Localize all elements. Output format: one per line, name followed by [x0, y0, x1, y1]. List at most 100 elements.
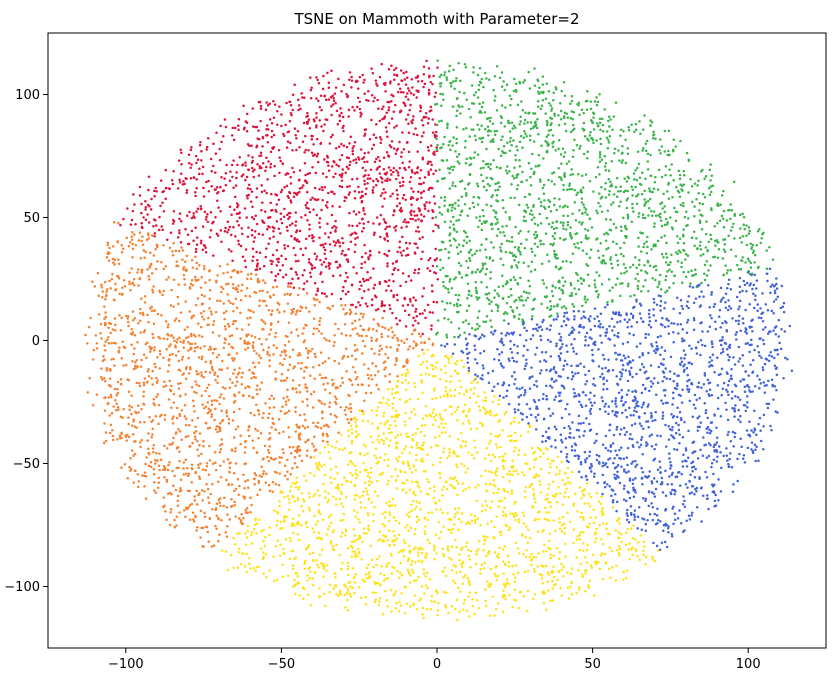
scatter-point — [594, 175, 598, 179]
scatter-point — [518, 313, 521, 316]
scatter-point — [750, 343, 753, 347]
scatter-point — [519, 115, 522, 118]
scatter-point — [649, 325, 653, 329]
scatter-point — [748, 350, 751, 354]
scatter-point — [190, 163, 193, 166]
scatter-point — [563, 387, 566, 390]
scatter-point — [769, 291, 772, 295]
scatter-point — [771, 384, 774, 388]
scatter-point — [783, 330, 787, 333]
scatter-point — [514, 126, 517, 130]
scatter-point — [442, 143, 445, 146]
scatter-point — [467, 107, 471, 111]
scatter-point — [421, 312, 424, 315]
scatter-point — [699, 240, 702, 244]
scatter-point — [685, 321, 689, 324]
scatter-point — [295, 229, 299, 232]
scatter-point — [362, 156, 366, 159]
scatter-point — [609, 218, 612, 222]
scatter-point — [661, 414, 665, 418]
scatter-point — [579, 324, 582, 327]
scatter-point — [753, 273, 757, 277]
scatter-point — [479, 167, 483, 170]
scatter-point — [287, 211, 291, 215]
scatter-point — [606, 209, 610, 212]
scatter-point — [676, 189, 680, 193]
scatter-point — [739, 227, 742, 230]
scatter-point — [679, 522, 683, 525]
scatter-point — [358, 470, 362, 474]
scatter-point — [593, 472, 596, 475]
scatter-point — [532, 140, 536, 143]
scatter-point — [392, 170, 395, 174]
scatter-point — [672, 522, 675, 526]
scatter-point — [392, 295, 395, 299]
scatter-point — [719, 372, 722, 376]
scatter-point — [644, 475, 647, 478]
scatter-point — [305, 201, 309, 204]
scatter-point — [517, 606, 521, 610]
scatter-point — [584, 173, 588, 176]
scatter-point — [522, 136, 526, 140]
scatter-point — [328, 243, 332, 246]
scatter-point — [595, 139, 598, 142]
scatter-point — [726, 353, 730, 357]
scatter-point — [554, 395, 558, 398]
scatter-point — [399, 185, 402, 188]
scatter-point — [315, 293, 318, 296]
scatter-point — [523, 393, 526, 397]
scatter-point — [400, 254, 404, 257]
scatter-point — [334, 101, 337, 105]
scatter-point — [746, 383, 749, 387]
scatter-point — [634, 256, 637, 259]
scatter-point — [329, 262, 332, 265]
scatter-point — [421, 236, 424, 239]
scatter-point — [516, 266, 519, 269]
scatter-point — [589, 467, 592, 470]
scatter-point — [631, 390, 634, 393]
scatter-point — [538, 212, 541, 216]
scatter-point — [551, 599, 554, 602]
scatter-point — [646, 442, 649, 446]
scatter-point — [617, 335, 620, 339]
scatter-point — [760, 356, 763, 360]
scatter-point — [732, 222, 735, 225]
scatter-point — [553, 112, 556, 116]
scatter-point — [472, 195, 475, 199]
scatter-point — [454, 201, 457, 205]
scatter-point — [306, 218, 309, 222]
scatter-point — [703, 263, 707, 267]
scatter-point — [309, 76, 312, 79]
scatter-point — [412, 296, 415, 299]
scatter-point — [574, 271, 578, 275]
scatter-point — [523, 122, 526, 125]
scatter-point — [672, 307, 675, 311]
scatter-point — [395, 260, 398, 264]
scatter-point — [559, 101, 562, 105]
scatter-point — [609, 118, 612, 121]
scatter-point — [302, 509, 305, 513]
scatter-point — [408, 89, 411, 92]
scatter-point — [443, 135, 446, 139]
scatter-point — [626, 217, 630, 220]
scatter-point — [584, 404, 588, 408]
scatter-point — [390, 610, 393, 613]
scatter-point — [731, 225, 734, 229]
scatter-point — [592, 116, 595, 119]
scatter-point — [742, 216, 746, 219]
scatter-point — [591, 353, 594, 357]
scatter-point — [611, 501, 615, 504]
scatter-point — [716, 241, 720, 244]
scatter-point — [221, 189, 225, 193]
scatter-point — [244, 532, 247, 535]
scatter-point — [288, 119, 292, 123]
scatter-point — [310, 86, 313, 90]
scatter-point — [289, 199, 292, 202]
scatter-point — [347, 193, 351, 196]
scatter-point — [513, 245, 517, 249]
scatter-point — [715, 441, 719, 444]
scatter-point — [411, 324, 415, 327]
scatter-point — [412, 316, 415, 320]
scatter-point — [603, 463, 607, 467]
scatter-point — [434, 223, 437, 227]
